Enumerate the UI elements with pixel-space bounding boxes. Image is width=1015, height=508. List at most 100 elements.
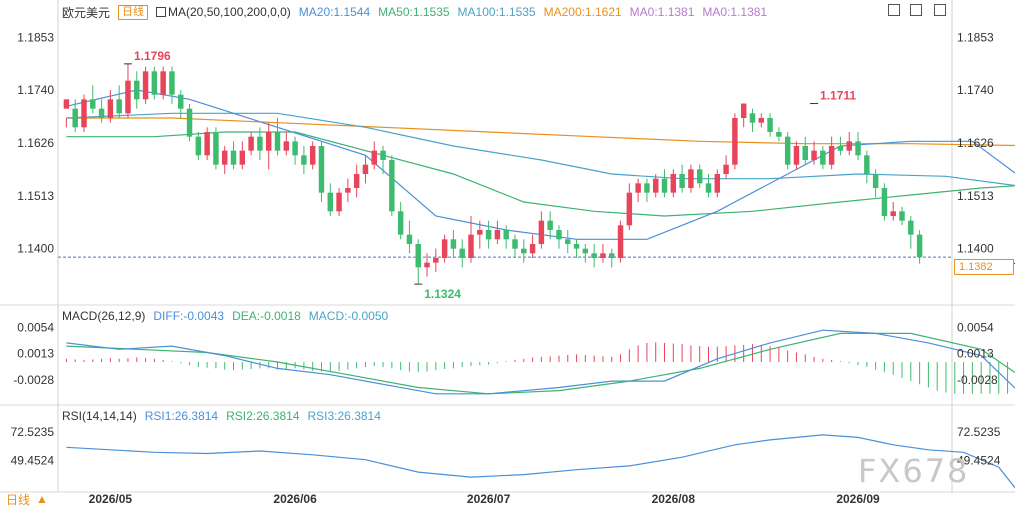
candle-body: [828, 146, 835, 165]
candle-body: [63, 99, 70, 109]
candle-body: [670, 174, 677, 193]
rsi-tick-label-left: 72.5235: [11, 425, 55, 439]
macd-diff-line: [66, 329, 1015, 395]
grid-lines: [0, 0, 1015, 493]
candle-body: [635, 183, 641, 193]
candle-body: [837, 146, 844, 151]
date-tick-label: 2026/09: [836, 492, 880, 506]
price-tick-label-left: 1.1626: [17, 136, 54, 150]
rsi-legend: RSI(14,14,14) RSI1:26.3814 RSI2:26.3814 RS…: [62, 408, 389, 424]
candle-body: [846, 141, 852, 151]
date-tick-label: 2026/07: [467, 492, 511, 506]
price-tick-label-left: 1.1853: [17, 30, 54, 44]
ma-value-1: MA50:1.1535: [378, 5, 450, 19]
price-tick-label-right: 1.1513: [957, 189, 994, 203]
settings-icon[interactable]: [910, 4, 922, 16]
macd-values: DIFF:-0.0043 DEA:-0.0018 MACD:-0.0050: [153, 309, 396, 323]
rsi-line: [66, 434, 1015, 489]
candle-body: [644, 183, 650, 193]
candle-body: [881, 188, 888, 216]
candle-body: [556, 230, 562, 240]
candle-body: [626, 192, 633, 226]
candle-body: [573, 244, 580, 249]
candle-body: [767, 118, 773, 132]
candle-body: [477, 230, 483, 235]
candle-body: [90, 99, 96, 109]
candle-body: [916, 234, 923, 258]
candle-body: [353, 174, 360, 188]
candle-body: [714, 174, 721, 193]
candle-body: [397, 211, 404, 235]
candle-body: [565, 239, 571, 244]
symbol-label: 欧元美元: [62, 5, 111, 20]
macd-tick-label-right: 0.0054: [957, 321, 994, 335]
candle-body: [450, 239, 457, 249]
date-tick-label: 2026/08: [652, 492, 696, 506]
candle-body: [362, 164, 369, 174]
macd-dea-line: [66, 332, 1015, 395]
candle-body: [908, 220, 914, 235]
rsi-label[interactable]: RSI(14,14,14): [62, 409, 137, 423]
candle-body: [81, 99, 87, 128]
ma100-line: [66, 112, 1015, 187]
candle-body: [600, 253, 606, 258]
date-tick-label: 2026/05: [89, 492, 133, 506]
candle-body: [811, 150, 817, 160]
candle-body: [784, 136, 791, 165]
candle-body: [265, 132, 272, 151]
candle-body: [864, 155, 870, 174]
macd-label[interactable]: MACD(26,12,9): [62, 309, 146, 323]
candle-body: [872, 174, 879, 188]
candle-body: [582, 248, 589, 254]
candle-body: [213, 132, 219, 165]
candle-body: [723, 164, 729, 174]
price-tick-label-right: 1.1626: [957, 136, 994, 150]
ma-values: MA20:1.1544 MA50:1.1535 MA100:1.1535 MA200:…: [299, 5, 775, 19]
candle-body: [494, 230, 501, 240]
candle-body: [732, 118, 738, 165]
add-indicator-icon[interactable]: [888, 4, 900, 16]
candle-body: [538, 220, 545, 244]
candle-body: [107, 99, 114, 118]
candle-body: [160, 71, 166, 95]
price-tick-label-right: 1.1400: [957, 242, 994, 256]
watermark-logo: FX678: [858, 452, 970, 490]
ma-indicator-label[interactable]: MA(20,50,100,200,0,0): [156, 5, 291, 19]
candle-body: [98, 108, 105, 118]
candle-body: [749, 113, 756, 123]
arrow-up-icon: ▲: [36, 492, 48, 506]
macd-panel: [65, 329, 1015, 395]
candle-body: [415, 244, 421, 268]
close-panel-icon[interactable]: [934, 4, 946, 16]
candle-body: [529, 244, 536, 254]
candle-body: [441, 239, 448, 258]
ma20-line: [66, 89, 1015, 240]
ma50-line: [66, 131, 1015, 217]
candle-body: [793, 146, 800, 165]
ma-value-5: MA0:1.1381: [702, 5, 768, 19]
macd-legend: MACD(26,12,9) DIFF:-0.0043 DEA:-0.0018 MAC…: [62, 308, 396, 324]
extreme-price-label: 1.1711: [820, 89, 856, 103]
candle-body: [485, 230, 492, 240]
current-price-tag: 1.1382: [954, 259, 1014, 275]
candle-body: [679, 174, 685, 188]
candlesticks: [63, 63, 923, 285]
macd-tick-label-left: 0.0013: [17, 347, 54, 361]
candle-body: [705, 183, 712, 193]
ma-value-2: MA100:1.1535: [457, 5, 536, 19]
candle-body: [301, 155, 307, 165]
settings-box-icon: [156, 7, 167, 17]
period-switcher[interactable]: 日线 ▲: [0, 490, 48, 508]
macd-tick-label-right: 0.0013: [957, 347, 994, 361]
period-badge[interactable]: 日线: [118, 4, 149, 20]
candle-body: [195, 136, 202, 156]
ma-value-4: MA0:1.1381: [629, 5, 695, 19]
macd-tick-label-right: -0.0028: [957, 373, 998, 387]
candle-body: [503, 230, 509, 240]
candle-body: [617, 225, 624, 258]
macd-value-1: DEA:-0.0018: [232, 309, 301, 323]
axis-labels: 1.1853 1.1853 1.1740 1.1740 1.1626 1.1626 1.15…: [11, 30, 1001, 506]
candle-body: [169, 71, 175, 95]
